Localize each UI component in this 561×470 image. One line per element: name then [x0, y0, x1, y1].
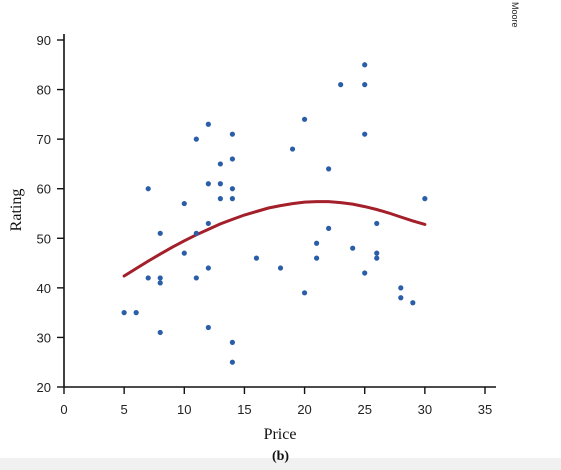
- x-tick-label: 25: [357, 402, 371, 417]
- data-point: [253, 255, 260, 261]
- data-point: [205, 324, 211, 331]
- data-points: [121, 62, 428, 365]
- data-point: [374, 220, 380, 227]
- data-point: [181, 250, 187, 256]
- data-point: [157, 230, 163, 236]
- data-point: [326, 225, 332, 231]
- data-point: [229, 131, 235, 137]
- data-point: [157, 329, 163, 336]
- data-point: [362, 131, 368, 137]
- data-point: [301, 290, 308, 296]
- data-point: [205, 220, 211, 227]
- data-point: [338, 82, 344, 88]
- data-point: [229, 359, 235, 365]
- data-point: [145, 275, 151, 281]
- y-axis: 20 30 40 50 60 70 80 90: [37, 33, 65, 395]
- data-point: [193, 275, 199, 281]
- x-tick-label: 10: [177, 402, 191, 417]
- data-point: [157, 280, 163, 286]
- x-axis: 0 5 10 15 20 25 30 35: [60, 386, 496, 417]
- x-ticks: 0 5 10 15 20 25 30 35: [60, 387, 492, 417]
- x-tick-label: 35: [478, 402, 492, 417]
- data-point: [362, 62, 368, 68]
- data-point: [362, 82, 368, 88]
- data-point: [398, 295, 404, 301]
- y-ticks: 20 30 40 50 60 70 80 90: [37, 33, 64, 395]
- data-point: [193, 136, 199, 142]
- data-point: [205, 265, 211, 271]
- data-point: [217, 161, 223, 167]
- data-point: [410, 300, 416, 306]
- data-point: [217, 181, 223, 187]
- data-point: [422, 196, 428, 202]
- data-point: [374, 255, 380, 261]
- y-tick-label: 50: [37, 231, 51, 246]
- fitted-curve: [122, 200, 427, 278]
- x-tick-label: 20: [297, 402, 311, 417]
- data-point: [121, 310, 127, 316]
- data-point: [229, 156, 235, 162]
- data-point: [205, 181, 211, 187]
- y-tick-label: 70: [37, 132, 51, 147]
- data-point: [314, 255, 320, 261]
- y-axis-label: Rating: [8, 189, 25, 232]
- data-point: [326, 166, 332, 172]
- x-tick-label: 5: [121, 402, 128, 417]
- x-tick-label: 0: [60, 402, 67, 417]
- data-point: [301, 116, 308, 122]
- data-point: [350, 245, 356, 251]
- data-point: [277, 265, 284, 271]
- data-point: [145, 186, 151, 192]
- data-point: [193, 230, 199, 236]
- x-tick-label: 30: [418, 402, 432, 417]
- y-tick-label: 30: [37, 330, 51, 345]
- caption-bar: [0, 458, 561, 470]
- data-point: [229, 196, 235, 202]
- data-point: [398, 285, 404, 291]
- data-point: [314, 240, 320, 246]
- y-tick-label: 60: [37, 182, 51, 197]
- data-point: [205, 121, 211, 127]
- data-point: [229, 339, 235, 345]
- data-point: [374, 250, 380, 256]
- figure-caption: (b): [271, 449, 290, 464]
- data-point: [289, 146, 296, 152]
- y-tick-label: 40: [37, 281, 51, 296]
- data-point: [217, 196, 223, 202]
- y-tick-label: 20: [37, 380, 51, 395]
- x-tick-label: 15: [237, 402, 251, 417]
- x-axis-label: Price: [264, 426, 297, 443]
- data-point: [133, 310, 139, 316]
- data-point: [181, 200, 187, 207]
- data-point: [229, 186, 235, 192]
- y-tick-label: 90: [37, 33, 51, 48]
- side-note: Moore: [510, 2, 520, 28]
- y-tick-label: 80: [37, 83, 51, 98]
- data-point: [362, 270, 368, 276]
- data-point: [157, 275, 163, 281]
